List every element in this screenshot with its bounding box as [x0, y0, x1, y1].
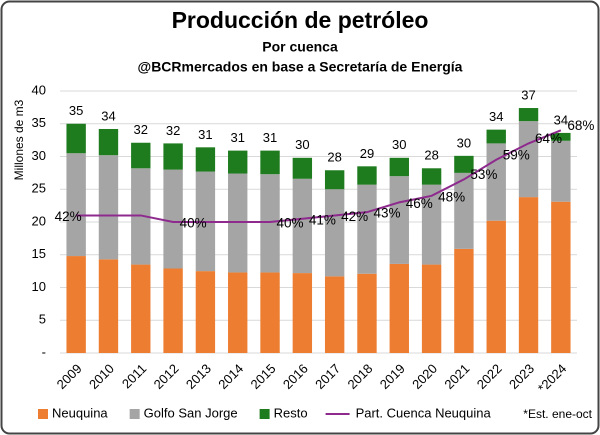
bar-segment — [195, 147, 216, 172]
bar-segment — [292, 273, 313, 353]
bar-segment — [454, 155, 474, 173]
legend-swatch — [129, 409, 140, 419]
bar-segment — [357, 184, 377, 274]
total-label: 37 — [521, 87, 535, 102]
chart-title: Producción de petróleo — [172, 7, 429, 33]
bar-segment — [292, 178, 313, 274]
line-value-label: 40% — [277, 216, 304, 231]
total-label: 34 — [554, 112, 568, 127]
bar-segment — [98, 128, 119, 156]
bar-segment — [228, 150, 248, 174]
bar-segment — [486, 220, 506, 353]
total-label: 29 — [360, 146, 374, 161]
line-value-label: 68% — [567, 118, 594, 133]
bar-segment — [357, 166, 377, 185]
bar-segment — [389, 263, 409, 353]
total-label: 28 — [327, 150, 341, 165]
bar-segment — [551, 201, 571, 353]
bar-segment — [518, 108, 539, 122]
total-label: 28 — [424, 148, 438, 163]
bar-segment — [324, 189, 345, 277]
y-tick-label: 10 — [32, 279, 46, 294]
total-label: 34 — [489, 109, 503, 124]
total-label: 30 — [295, 137, 309, 152]
bar-segment — [195, 271, 216, 353]
line-value-label: 64% — [535, 131, 562, 146]
chart-subtitle: Por cuenca — [262, 39, 338, 55]
bar-segment — [421, 264, 442, 353]
bar-segment — [518, 121, 539, 198]
bar-segment — [163, 143, 183, 170]
bar-segment — [163, 268, 183, 353]
bar-segment — [518, 197, 539, 353]
y-tick-label: 35 — [32, 115, 46, 130]
bar-segment — [551, 140, 571, 202]
legend-label: Part. Cuenca Neuquina — [356, 405, 492, 420]
total-label: 34 — [101, 108, 115, 123]
y-tick-label: 15 — [32, 246, 46, 261]
total-label: 31 — [230, 130, 244, 145]
total-label: 32 — [166, 123, 180, 138]
bar-segment — [98, 259, 119, 353]
bar-segment — [66, 123, 86, 154]
line-value-label: 48% — [438, 189, 465, 204]
bar-segment — [324, 170, 345, 190]
bar-segment — [260, 272, 280, 353]
legend-label: Neuquina — [52, 405, 108, 420]
bar-segment — [66, 256, 86, 353]
total-label: 30 — [392, 137, 406, 152]
bar-segment — [551, 132, 571, 141]
note: *Est. ene-oct — [523, 407, 592, 421]
y-tick-label: 5 — [39, 312, 46, 327]
line-value-label: 53% — [470, 167, 497, 182]
y-axis-label: Millones de m3 — [12, 99, 26, 180]
y-tick-label: 40 — [32, 82, 46, 97]
total-label: 31 — [198, 127, 212, 142]
legend-label: Resto — [274, 405, 308, 420]
bar-segment — [292, 157, 313, 179]
line-value-label: 59% — [503, 147, 530, 162]
line-value-label: 42% — [341, 209, 368, 224]
bar-segment — [260, 150, 280, 175]
bar-segment — [421, 184, 442, 265]
legend-label: Golfo San Jorge — [144, 405, 238, 420]
bar-segment — [163, 169, 183, 269]
line-value-label: 42% — [55, 209, 82, 224]
bar-segment — [66, 153, 86, 257]
y-tick-label: - — [42, 344, 46, 359]
bar-segment — [131, 264, 151, 353]
line-value-label: 40% — [180, 216, 207, 231]
bar-segment — [389, 157, 409, 177]
bar-segment — [454, 172, 474, 249]
bar-segment — [228, 272, 248, 353]
line-value-label: 46% — [406, 196, 433, 211]
bar-segment — [98, 155, 119, 260]
bar-segment — [260, 174, 280, 273]
y-tick-label: 20 — [32, 213, 46, 228]
bar-segment — [389, 176, 409, 264]
legend-swatch — [259, 409, 270, 419]
line-value-label: 41% — [309, 212, 336, 227]
y-tick-label: 25 — [32, 181, 46, 196]
total-label: 31 — [263, 130, 277, 145]
total-label: 35 — [69, 103, 83, 118]
total-label: 30 — [457, 135, 471, 150]
legend-swatch — [38, 409, 48, 419]
bar-segment — [357, 273, 377, 353]
chart-source: @BCRmercados en base a Secretaría de Ene… — [138, 59, 463, 75]
bar-segment — [486, 129, 506, 144]
bar-segment — [131, 142, 151, 169]
total-label: 32 — [134, 122, 148, 137]
bar-segment — [421, 168, 442, 185]
line-value-label: 43% — [373, 206, 400, 221]
line — [76, 129, 562, 223]
y-tick-label: 30 — [32, 148, 46, 163]
bar-segment — [324, 276, 345, 353]
bar-segment — [454, 248, 474, 353]
